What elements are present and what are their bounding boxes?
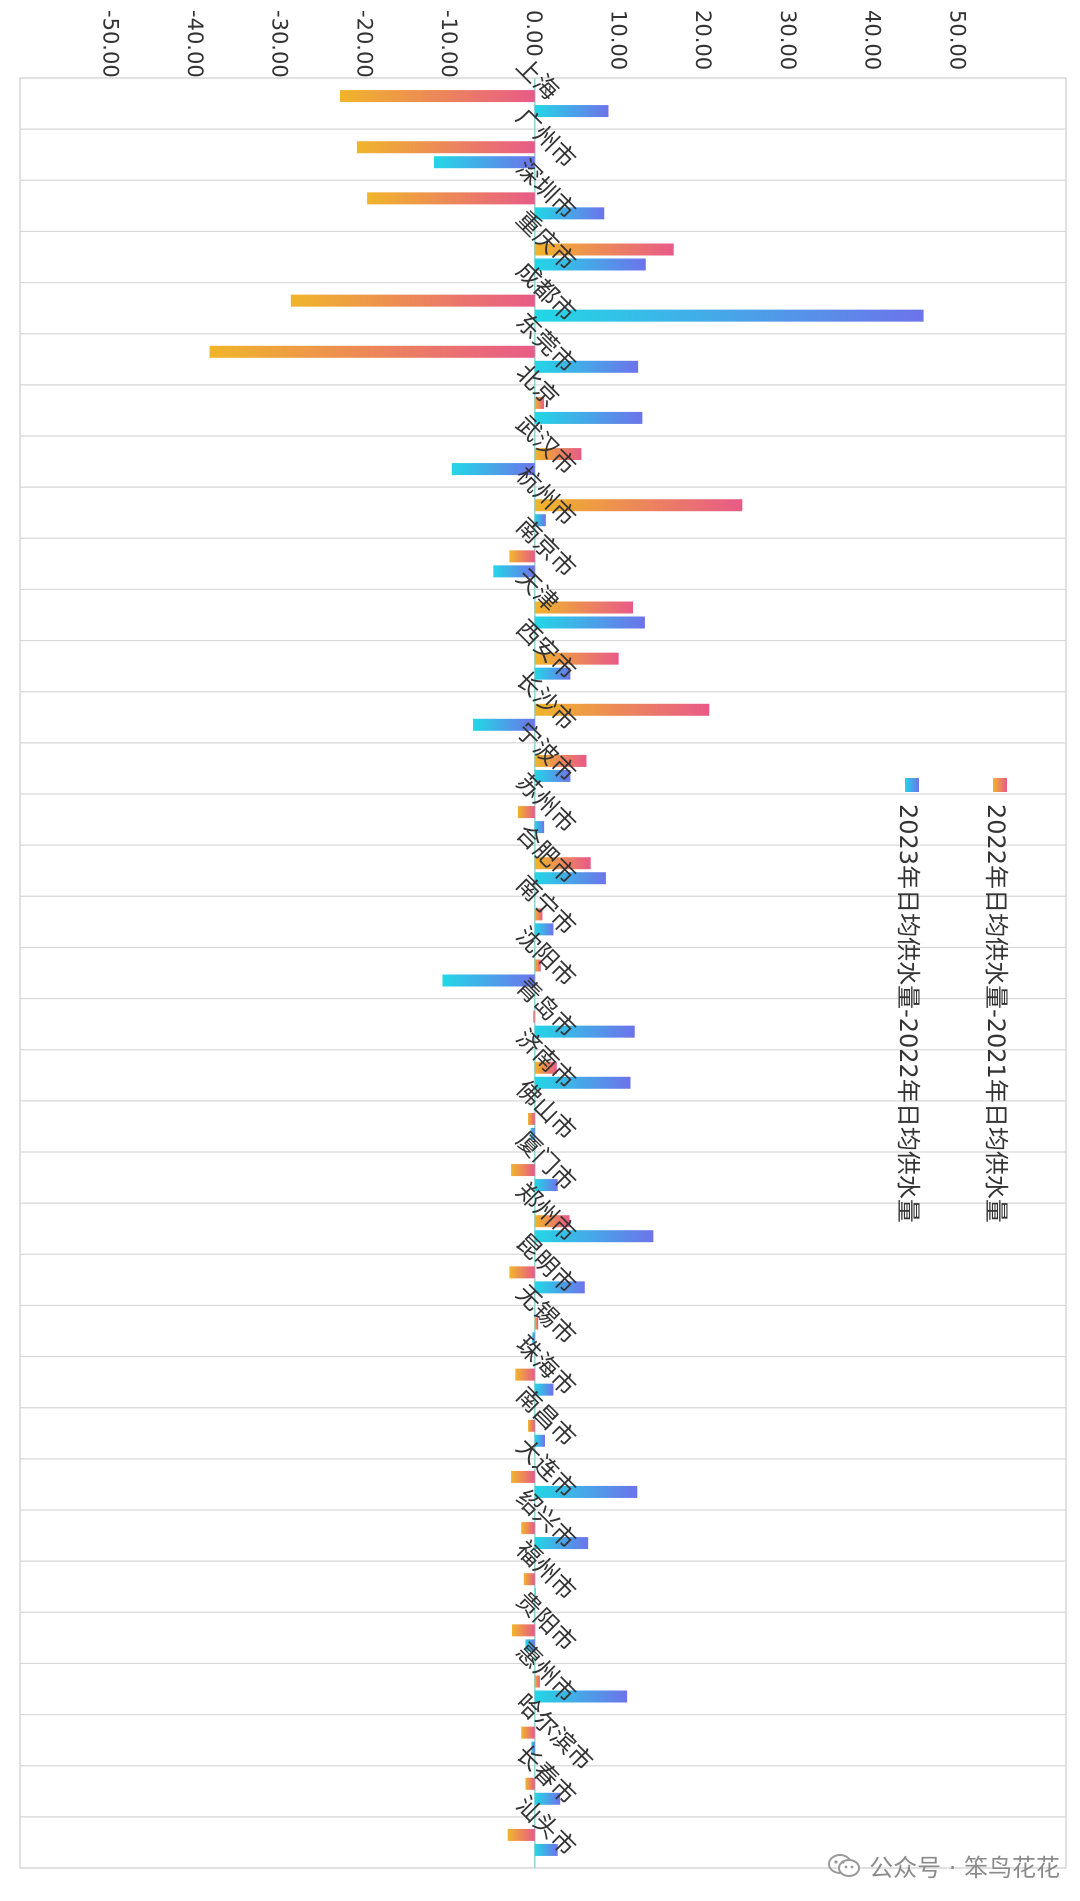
- bar-series2: [534, 1434, 545, 1447]
- bar-series2: [534, 105, 609, 118]
- legend-label-series1: 2022年日均供水量-2021年日均供水量: [982, 804, 1010, 1223]
- bar-series2: [534, 1792, 561, 1805]
- bar-series2: [525, 1639, 535, 1652]
- bar-series1: [534, 908, 543, 921]
- legend-label-series2: 2023年日均供水量-2022年日均供水量: [894, 804, 922, 1223]
- bar-series2: [534, 1588, 536, 1601]
- bar-series1: [534, 243, 674, 256]
- bar-series2: [472, 718, 535, 731]
- bar-series1: [534, 1215, 570, 1228]
- bar-series1: [290, 294, 535, 307]
- wechat-icon: [828, 1853, 861, 1877]
- bar-series2: [534, 514, 546, 527]
- bar-series1: [534, 652, 619, 665]
- bar-series2: [534, 1383, 554, 1396]
- bar-series1: [534, 448, 582, 461]
- legend-swatch-series1: [993, 778, 1007, 792]
- bar-series1: [525, 1777, 535, 1790]
- watermark-text: 公众号 · 笨鸟花花: [869, 1854, 1060, 1882]
- x-tick-label: -30.00: [268, 10, 292, 78]
- bar-series1: [515, 1368, 535, 1381]
- bar-series2: [534, 1076, 631, 1089]
- bar-series2: [534, 667, 571, 680]
- x-tick-label: 10.00: [607, 10, 631, 70]
- bar-series2: [451, 463, 535, 476]
- bar-series2: [534, 258, 646, 271]
- bar-series1: [528, 1419, 535, 1432]
- bar-series2: [434, 156, 535, 169]
- bar-series1: [209, 345, 535, 358]
- bar-series2: [534, 923, 554, 936]
- watermark: 公众号 · 笨鸟花花: [827, 1848, 1060, 1883]
- x-tick-label: -10.00: [437, 10, 461, 78]
- x-tick-label: 40.00: [861, 10, 885, 70]
- bar-series2: [530, 1127, 535, 1140]
- bar-series1: [521, 1522, 535, 1535]
- bar-series1: [534, 499, 743, 512]
- bar-series1: [521, 1726, 535, 1739]
- bar-series2: [534, 411, 643, 424]
- bar-series2: [493, 565, 535, 578]
- bar-series1: [534, 1061, 557, 1074]
- bar-series1: [517, 806, 535, 819]
- bar-series1: [534, 703, 710, 716]
- bar-series1: [523, 1573, 535, 1586]
- bar-series2: [534, 821, 545, 834]
- bar-series1: [533, 1010, 535, 1023]
- x-tick-label: 30.00: [776, 10, 800, 70]
- bar-series1: [509, 1266, 535, 1279]
- x-tick-label: -40.00: [183, 10, 207, 78]
- bar-series1: [534, 601, 634, 614]
- legend-swatch-series2: [905, 778, 919, 792]
- x-tick-label: 50.00: [945, 10, 969, 70]
- bar-series1: [367, 192, 535, 205]
- bar-series2: [534, 616, 645, 629]
- bar-series2: [534, 309, 924, 322]
- bar-series2: [442, 974, 535, 987]
- bar-series1: [507, 1828, 535, 1841]
- bar-series2: [534, 1485, 638, 1498]
- x-tick-label: -50.00: [98, 10, 122, 78]
- plot-frame: [19, 77, 1067, 1869]
- bar-series2: [534, 360, 639, 373]
- bar-series2: [534, 872, 606, 885]
- bar-series1: [534, 1317, 539, 1330]
- x-tick-label: 0.00: [522, 10, 546, 57]
- bar-series2: [534, 1537, 589, 1550]
- bar-series1: [534, 396, 545, 409]
- bar-series2: [531, 1741, 535, 1754]
- bar-series1: [511, 1470, 535, 1483]
- bar-series2: [534, 1281, 585, 1294]
- bar-series2: [532, 1332, 535, 1345]
- x-tick-label: -20.00: [352, 10, 376, 78]
- bar-series1: [534, 754, 587, 767]
- bar-series2: [534, 1179, 558, 1192]
- bar-series2: [534, 1025, 635, 1038]
- bar-series1: [534, 959, 541, 972]
- bar-series2: [534, 1230, 654, 1243]
- bar-series1: [528, 1112, 535, 1125]
- bar-series2: [534, 1843, 558, 1856]
- bar-series1: [511, 1164, 535, 1177]
- bar-series1: [534, 857, 591, 870]
- bar-series1: [356, 141, 535, 154]
- bar-series1: [511, 1624, 535, 1637]
- bar-series1: [534, 1675, 540, 1688]
- bar-series2: [534, 769, 571, 782]
- bar-series2: [534, 207, 605, 220]
- bar-series2: [534, 1690, 628, 1703]
- bar-series1: [509, 550, 535, 563]
- bar-series1: [339, 90, 535, 103]
- x-tick-label: 20.00: [691, 10, 715, 70]
